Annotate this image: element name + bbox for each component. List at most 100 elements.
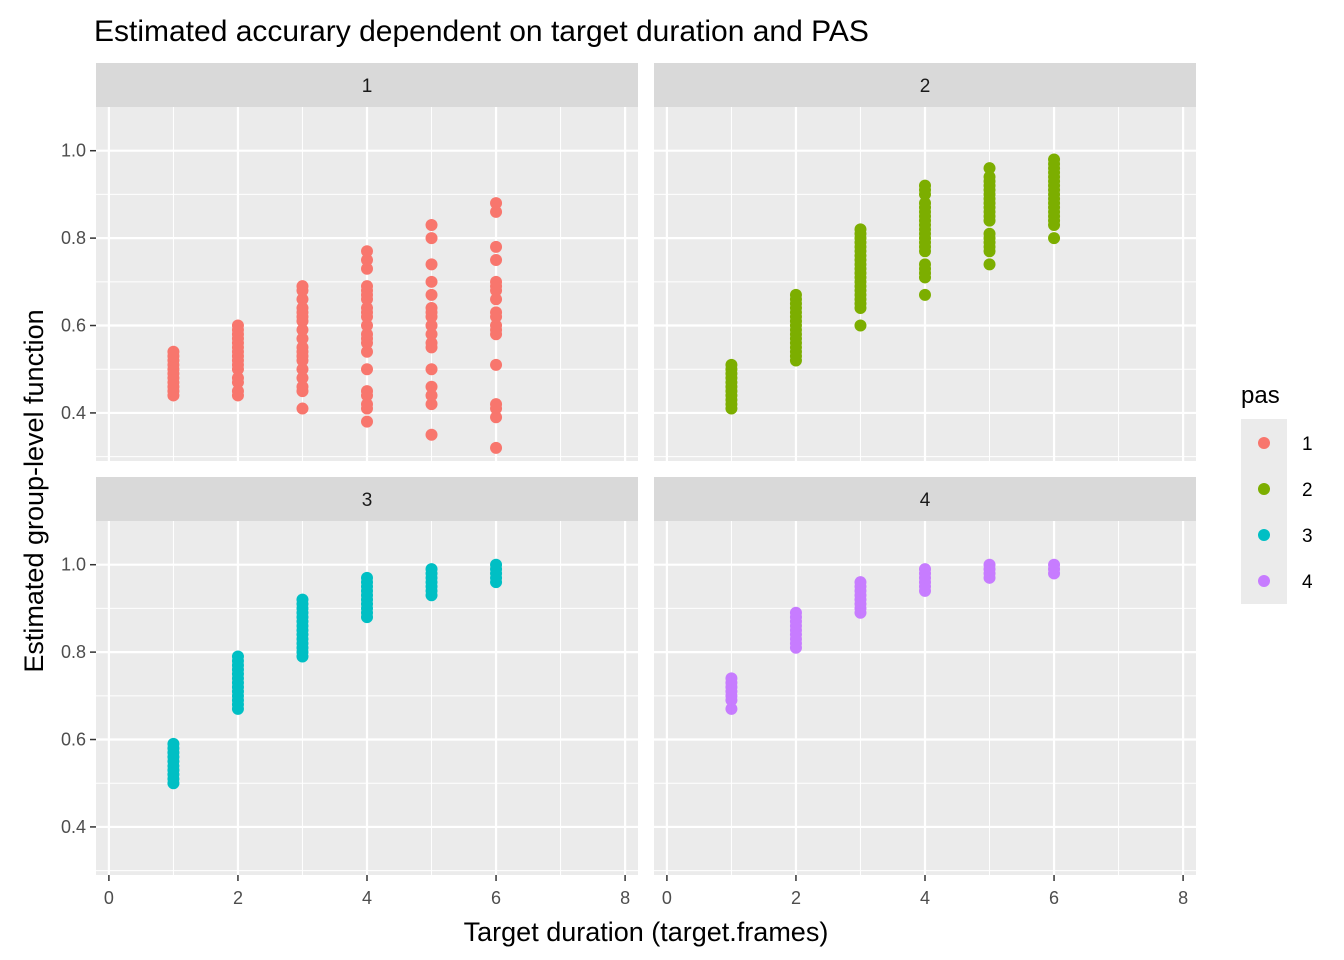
data-point [296, 323, 309, 336]
facet-panel-1: 1 0.4 0.6 0.8 1.0 [61, 63, 638, 461]
data-point [490, 306, 503, 319]
facet-strip [96, 63, 638, 107]
data-point [490, 275, 503, 288]
data-point [919, 258, 931, 271]
x-tick-label: 6 [491, 888, 501, 908]
data-point [361, 245, 373, 258]
data-point [296, 332, 309, 345]
facet-strip-label: 4 [920, 490, 931, 511]
y-tick-label: 0.8 [61, 228, 86, 248]
data-point [425, 302, 438, 315]
data-point [361, 262, 373, 275]
data-point [490, 293, 503, 306]
data-point [725, 358, 738, 371]
data-point [983, 258, 996, 271]
data-point [854, 576, 867, 589]
y-axis-title: Estimated group-level function [19, 309, 49, 672]
data-point [361, 328, 373, 341]
legend-label-2: 2 [1302, 480, 1313, 501]
data-point [296, 341, 309, 354]
data-point [425, 380, 438, 393]
x-tick-label: 2 [791, 888, 801, 908]
legend: pas 1 2 3 4 [1241, 382, 1313, 604]
y-tick-label: 0.8 [61, 642, 86, 662]
data-point [296, 402, 309, 415]
data-point [490, 558, 503, 571]
legend-key-4 [1258, 575, 1270, 587]
data-point [167, 345, 180, 358]
data-point [490, 358, 503, 371]
data-point [425, 337, 438, 349]
data-point [490, 411, 503, 424]
legend-title: pas [1241, 382, 1280, 409]
facet-strip [654, 477, 1196, 521]
data-point [361, 415, 373, 428]
x-tick-label: 4 [920, 888, 930, 908]
data-point [425, 275, 438, 288]
data-point [1048, 153, 1061, 166]
facet-strip [654, 63, 1196, 107]
data-point [425, 288, 438, 301]
data-point [361, 319, 373, 332]
data-point [425, 363, 438, 376]
data-point [296, 371, 309, 384]
data-point [296, 363, 309, 376]
data-point [425, 328, 438, 341]
data-point [490, 240, 503, 253]
x-tick-label: 8 [1178, 888, 1188, 908]
chart-title: Estimated accurary dependent on target d… [94, 15, 869, 48]
facet-strip-label: 1 [362, 76, 373, 97]
data-point [361, 385, 373, 398]
legend-key-1 [1258, 437, 1270, 449]
x-tick-label: 8 [620, 888, 630, 908]
data-point [983, 170, 996, 183]
y-tick-label: 1.0 [61, 141, 86, 161]
data-point [1048, 558, 1061, 571]
data-point [231, 319, 244, 332]
data-point [490, 398, 503, 411]
data-point [919, 179, 931, 192]
y-tick-label: 0.4 [61, 403, 86, 423]
legend-label-1: 1 [1302, 434, 1313, 455]
x-tick-label: 4 [362, 888, 372, 908]
data-point [490, 205, 503, 218]
data-point [789, 606, 802, 619]
x-tick-label: 0 [104, 888, 114, 908]
data-point [919, 197, 931, 210]
data-point [361, 363, 373, 376]
facet-panel-3: 3 0.4 0.6 0.8 1.0 0 2 4 6 8 [61, 477, 638, 908]
data-point [854, 223, 867, 236]
data-point [361, 280, 373, 293]
data-point [425, 563, 438, 576]
data-point [425, 389, 438, 402]
data-point [361, 253, 373, 266]
x-tick-label: 2 [233, 888, 243, 908]
data-point [231, 650, 244, 663]
legend-key-background [1241, 419, 1287, 604]
data-point [425, 232, 438, 245]
data-point [725, 672, 738, 685]
data-point [490, 197, 503, 210]
data-point [361, 345, 373, 358]
legend-label-4: 4 [1302, 572, 1313, 593]
facet-strip-label: 3 [362, 490, 373, 511]
y-tick-label: 0.6 [61, 316, 86, 336]
data-point [231, 371, 244, 384]
data-point [983, 558, 996, 571]
y-tick-label: 0.4 [61, 817, 86, 837]
legend-key-3 [1258, 529, 1270, 541]
data-point [983, 162, 996, 175]
x-tick-label: 0 [662, 888, 672, 908]
y-tick-label: 0.6 [61, 730, 86, 750]
data-point [789, 288, 802, 301]
data-point [425, 219, 438, 231]
data-point [231, 385, 244, 398]
data-point [490, 253, 503, 266]
facet-strip-label: 2 [920, 76, 931, 97]
data-point [425, 319, 438, 332]
data-point [296, 380, 309, 393]
data-point [361, 302, 373, 315]
data-point [983, 227, 996, 240]
data-point [1048, 232, 1061, 245]
